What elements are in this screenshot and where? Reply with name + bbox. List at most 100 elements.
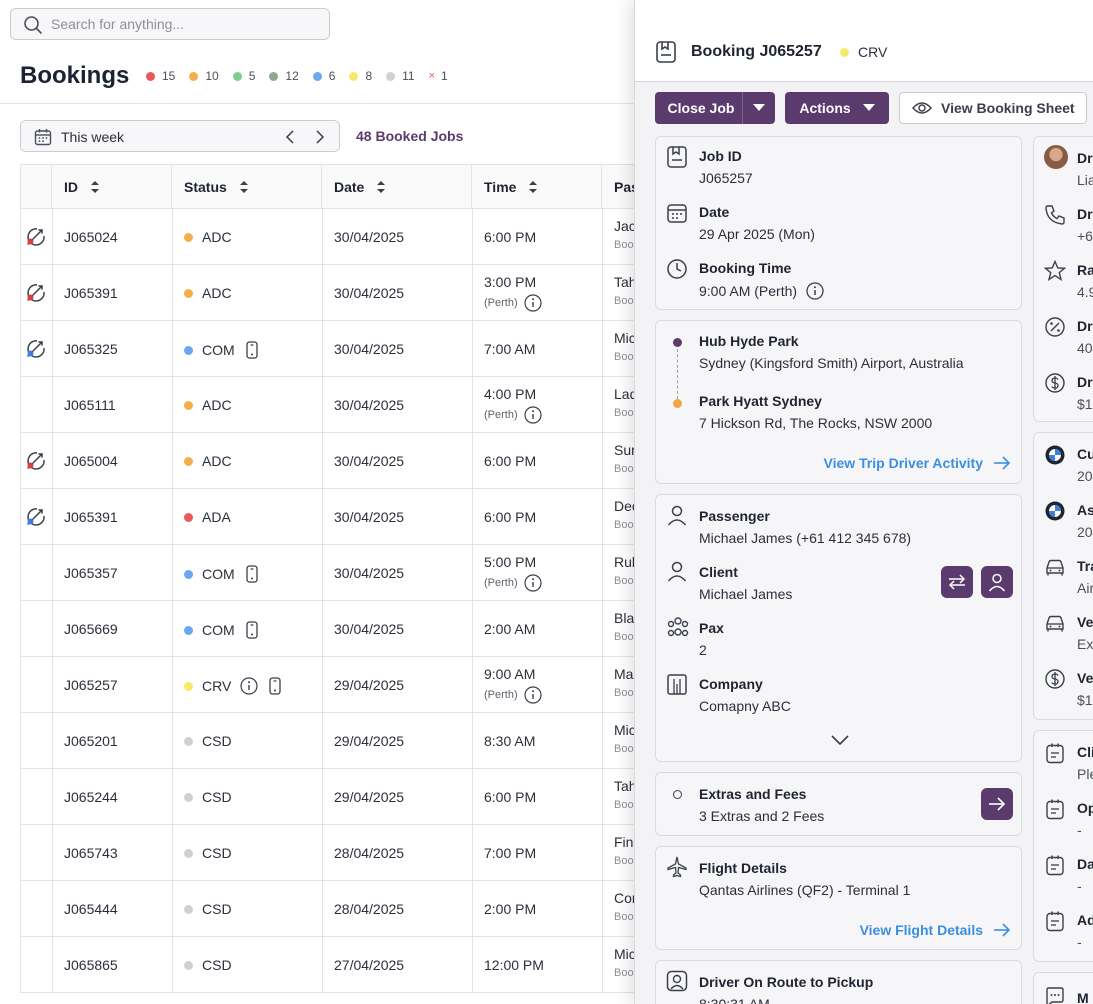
header-date[interactable]: Date — [322, 165, 472, 208]
search-box[interactable] — [10, 8, 330, 40]
header-id[interactable]: ID — [52, 165, 172, 208]
trip-status-icon — [25, 450, 47, 472]
table-row[interactable]: J065357 COM 30/04/2025 5:00 PM (Perth) Rub Boo — [21, 545, 640, 601]
dropoff-address: 7 Hickson Rd, The Rocks, NSW 2000 — [699, 415, 933, 431]
status-badge: CRV — [184, 677, 283, 695]
date-range-picker[interactable]: This week — [20, 120, 340, 152]
status-count[interactable]: 11 — [386, 69, 415, 83]
job-id-value: J065257 — [699, 170, 753, 186]
booking-date: 27/04/2025 — [334, 957, 405, 973]
booking-id[interactable]: J065444 — [64, 901, 118, 917]
search-input[interactable] — [51, 14, 321, 34]
booking-id[interactable]: J065024 — [64, 229, 118, 245]
table-row[interactable]: J065111 ADC 30/04/2025 4:00 PM (Perth) Lad Boo — [21, 377, 640, 433]
status-count[interactable]: 12 — [269, 69, 299, 83]
status-count[interactable]: 15 — [146, 69, 175, 83]
column-divider — [52, 489, 53, 544]
booking-id[interactable]: J065325 — [64, 341, 118, 357]
table-row[interactable]: J065391 ADC 30/04/2025 3:00 PM (Perth) Tah Boo — [21, 265, 640, 321]
booking-id[interactable]: J065244 — [64, 789, 118, 805]
booking-time: 8:30 AM — [484, 733, 536, 749]
booking-id[interactable]: J065391 — [64, 285, 118, 301]
page-title: Bookings — [20, 62, 130, 89]
status-count[interactable]: 8 — [349, 69, 372, 83]
panel-title: Booking J065257 — [691, 43, 822, 60]
mobile-icon — [244, 621, 260, 639]
booking-date: 29/04/2025 — [334, 677, 405, 693]
header-passenger[interactable]: Pas — [602, 165, 640, 208]
status-count[interactable]: × 1 — [429, 69, 448, 83]
booking-id[interactable]: J065201 — [64, 733, 118, 749]
company-value: Comapny ABC — [699, 698, 791, 714]
booking-id[interactable]: J065111 — [64, 397, 116, 413]
trip-status-icon — [25, 338, 47, 360]
timezone-label: (Perth) — [484, 297, 518, 309]
extras-card: Extras and Fees 3 Extras and 2 Fees — [655, 772, 1022, 836]
client-profile-button[interactable] — [981, 566, 1013, 598]
header-time[interactable]: Time — [472, 165, 602, 208]
column-divider — [322, 601, 323, 656]
close-job-button[interactable]: Close Job — [655, 92, 747, 124]
booking-id[interactable]: J065743 — [64, 845, 118, 861]
detail-label: Ve — [1077, 670, 1093, 686]
booked-jobs-count: 48 Booked Jobs — [356, 128, 464, 144]
table-row[interactable]: J065244 CSD 29/04/2025 6:00 PM Tah Boo — [21, 769, 640, 825]
bookings-page: Bookings 15 10 5 12 68 11 ×1 This week 48 Book… — [0, 8, 640, 993]
bmw-logo-icon — [1044, 444, 1066, 466]
view-trip-driver-activity-link[interactable]: View Trip Driver Activity — [823, 455, 1011, 471]
table-row[interactable]: J065865 CSD 27/04/2025 12:00 PM Mic Boo — [21, 937, 640, 993]
chevron-left-icon[interactable] — [283, 129, 299, 145]
detail-label: As — [1077, 502, 1093, 518]
chevron-right-icon[interactable] — [311, 129, 327, 145]
passenger-name: Mic — [614, 722, 636, 738]
booking-time: 6:00 PM — [484, 509, 537, 525]
pax-label: Pax — [699, 620, 724, 636]
detail-value: 4.9 — [1077, 284, 1093, 300]
booking-id[interactable]: J065004 — [64, 453, 118, 469]
booking-id[interactable]: J065865 — [64, 957, 118, 973]
table-row[interactable]: J065391 ADA 30/04/2025 6:00 PM Dec Boo — [21, 489, 640, 545]
table-row[interactable]: J065325 COM 30/04/2025 7:00 AM Mic Boo — [21, 321, 640, 377]
table-row[interactable]: J065201 CSD 29/04/2025 8:30 AM Mic Boo — [21, 713, 640, 769]
detail-label: Cu — [1077, 446, 1093, 462]
view-booking-sheet-button[interactable]: View Booking Sheet — [899, 92, 1087, 124]
booking-id[interactable]: J065257 — [64, 677, 118, 693]
close-job-dropdown-button[interactable] — [742, 92, 775, 124]
table-row[interactable]: J065444 CSD 28/04/2025 2:00 PM Cor Boo — [21, 881, 640, 937]
chevron-down-icon[interactable] — [830, 734, 850, 746]
booking-id[interactable]: J065357 — [64, 565, 118, 581]
column-divider — [322, 769, 323, 824]
pickup-name: Hub Hyde Park — [699, 333, 799, 349]
table-row[interactable]: J065257 CRV 29/04/2025 9:00 AM (Perth) Ma Boo — [21, 657, 640, 713]
panel-status-badge: CRV — [840, 44, 887, 60]
status-badge: ADC — [184, 453, 232, 469]
info-icon — [518, 686, 542, 704]
booking-time: 9:00 AM — [484, 666, 536, 682]
status-count[interactable]: 6 — [312, 69, 335, 83]
view-flight-details-link[interactable]: View Flight Details — [860, 922, 1011, 938]
booking-id[interactable]: J065669 — [64, 621, 118, 637]
passenger-name: Lad — [614, 386, 638, 402]
open-extras-button[interactable] — [981, 788, 1013, 820]
column-divider — [172, 433, 173, 488]
column-divider — [172, 321, 173, 376]
passenger-name: Dec — [614, 498, 639, 514]
bookings-table: ID Status Date Time Pas J065024 ADC 30/04/… — [20, 164, 640, 993]
table-row[interactable]: J065024 ADC 30/04/2025 6:00 PM Jac Boo — [21, 209, 640, 265]
table-row[interactable]: J065743 CSD 28/04/2025 7:00 PM Fin Boo — [21, 825, 640, 881]
table-body: J065024 ADC 30/04/2025 6:00 PM Jac Boo J065391… — [21, 209, 640, 993]
column-divider — [52, 545, 53, 600]
table-row[interactable]: J065004 ADC 30/04/2025 6:00 PM Sur Boo — [21, 433, 640, 489]
column-divider — [602, 601, 603, 656]
table-row[interactable]: J065669 COM 30/04/2025 2:00 AM Bla Boo — [21, 601, 640, 657]
status-count[interactable]: 5 — [232, 69, 255, 83]
status-count[interactable]: 10 — [189, 69, 219, 83]
status-dot — [184, 232, 193, 242]
detail-label: Op — [1077, 800, 1093, 816]
booking-id[interactable]: J065391 — [64, 509, 118, 525]
detail-value: - — [1077, 934, 1082, 950]
swap-client-button[interactable] — [941, 566, 973, 598]
info-icon — [518, 406, 542, 424]
actions-button[interactable]: Actions — [785, 92, 889, 124]
header-status[interactable]: Status — [172, 165, 322, 208]
